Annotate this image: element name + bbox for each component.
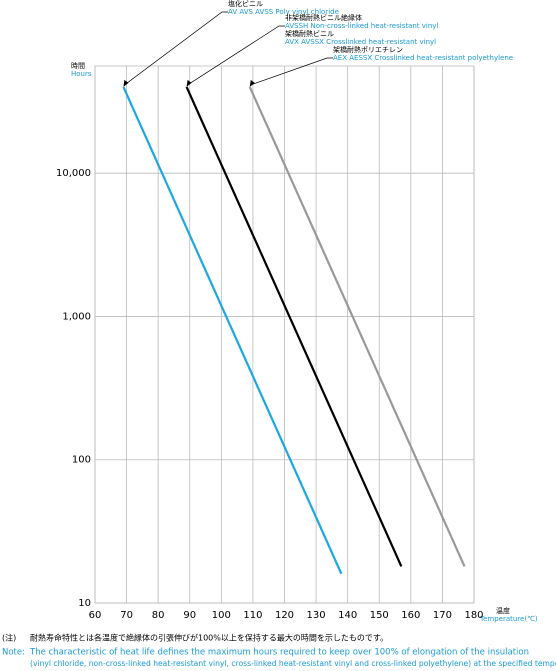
- x-tick-label: 160: [401, 610, 420, 621]
- plot-frame: [94, 65, 475, 604]
- series-label: AVSSH Non-cross-linked heat-resistant vi…: [285, 22, 438, 30]
- note-ja-head: (注): [2, 633, 16, 643]
- x-tick-label: 110: [243, 610, 262, 621]
- arrow-head: [123, 79, 129, 87]
- series-label: AEX AESSX Crosslinked heat-resistant pol…: [333, 54, 513, 62]
- x-tick-label: 80: [152, 610, 165, 621]
- note-en: The characteristic of heat life defines …: [29, 648, 529, 658]
- series-line: [122, 86, 343, 575]
- leader-line: [124, 11, 228, 86]
- leader-line: [250, 57, 333, 86]
- y-title-en: Hours: [71, 70, 92, 78]
- x-tick-label: 130: [307, 610, 326, 621]
- note-ja: 耐熱寿命特性とは各温度で絶縁体の引張伸びが100%以上を保持する最大の時間を示し…: [30, 633, 388, 643]
- series-label: AV AVS AVSS Poly vinyl chloride: [228, 8, 339, 16]
- arrow-head: [249, 79, 255, 87]
- note-en-head: Note:: [2, 648, 25, 658]
- y-tick-label: 10,000: [56, 168, 91, 179]
- series-line: [185, 86, 403, 567]
- x-tick-label: 180: [464, 610, 483, 621]
- x-tick-label: 90: [183, 610, 196, 621]
- x-tick-label: 170: [433, 610, 452, 621]
- series-label: AVX AVSSX Crosslinked heat-resistant vin…: [285, 38, 436, 46]
- y-tick-label: 100: [72, 455, 91, 466]
- series-line: [248, 86, 466, 567]
- x-title: 温度: [496, 606, 510, 615]
- x-tick-label: 60: [89, 610, 102, 621]
- x-tick-label: 150: [370, 610, 389, 621]
- x-tick-label: 70: [120, 610, 133, 621]
- x-tick-label: 140: [338, 610, 357, 621]
- leader-line: [187, 25, 285, 86]
- series-label: 塩化ビニル: [228, 0, 263, 8]
- y-tick-label: 1,000: [62, 311, 91, 322]
- arrow-head: [186, 79, 192, 87]
- x-tick-label: 120: [275, 610, 294, 621]
- series-label: 架橋耐熱ポリエチレン: [333, 45, 403, 54]
- series-label: 架橋耐熱ビニル: [285, 29, 334, 38]
- y-title: 時間: [71, 62, 85, 70]
- note-en: (vinyl chloride, non-cross-linked heat-r…: [30, 659, 556, 668]
- x-title-en: Temperature(℃): [479, 615, 538, 623]
- x-tick-label: 100: [212, 610, 231, 621]
- series-label: 非架橋耐熱ビニル絶縁体: [285, 13, 362, 22]
- y-tick-label: 10: [78, 598, 91, 609]
